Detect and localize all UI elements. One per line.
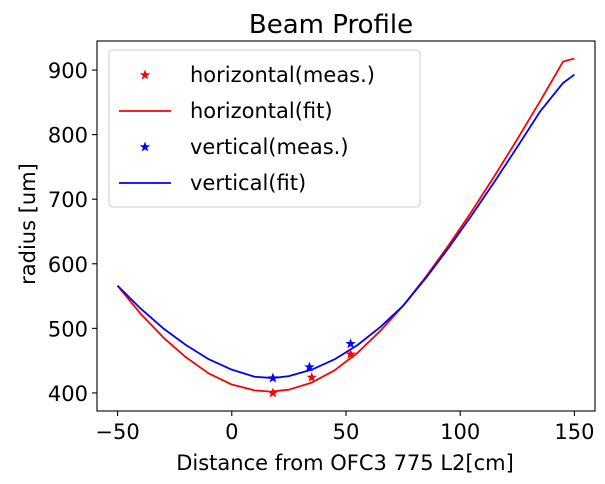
x-tick-label: 50 xyxy=(333,420,360,444)
data-point-0-2 xyxy=(345,348,356,359)
data-point-2-1 xyxy=(304,361,315,372)
y-axis-label: radius [um] xyxy=(16,163,40,285)
legend-label: vertical(meas.) xyxy=(190,135,349,159)
series-line-1 xyxy=(116,57,575,393)
data-point-0-1 xyxy=(306,371,317,382)
x-tick-label: 150 xyxy=(554,420,594,444)
x-axis: −50 0 50 100 150 xyxy=(95,411,594,444)
data-point-0-0 xyxy=(267,387,279,398)
legend: horizontal(meas.) horizontal(fit) vertical… xyxy=(108,49,421,208)
legend-marker-star xyxy=(139,69,151,80)
x-tick-label: 0 xyxy=(225,420,238,444)
y-tick-label: 500 xyxy=(48,317,88,341)
x-tick-label: −50 xyxy=(95,420,139,444)
legend-label: horizontal(fit) xyxy=(190,99,333,123)
legend-label: vertical(fit) xyxy=(190,171,306,195)
series-line-3 xyxy=(116,73,575,379)
y-tick-label: 700 xyxy=(48,188,88,212)
data-point-2-2 xyxy=(345,338,356,349)
y-tick-label: 400 xyxy=(48,382,88,406)
x-tick-label: 100 xyxy=(440,420,480,444)
data-point-2-0 xyxy=(267,372,279,383)
y-tick-label: 600 xyxy=(48,253,88,277)
legend-label: horizontal(meas.) xyxy=(190,63,375,87)
chart-title: Beam Profile xyxy=(249,10,413,40)
y-tick-label: 800 xyxy=(48,124,88,148)
x-axis-label: Distance from OFC3 775 L2[cm] xyxy=(176,451,514,475)
legend-marker-star xyxy=(139,141,151,152)
legend-box xyxy=(108,49,421,208)
y-tick-label: 900 xyxy=(48,59,88,83)
y-axis: 400 500 600 700 800 900 xyxy=(48,59,97,406)
